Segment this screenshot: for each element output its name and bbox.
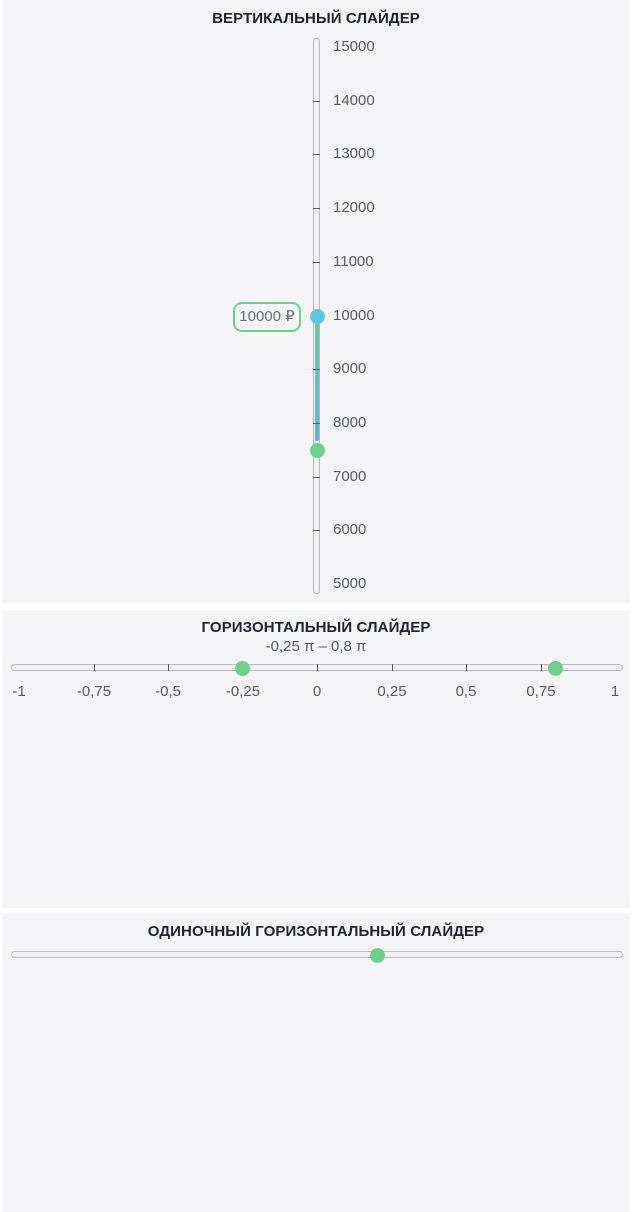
vertical-slider-value-tooltip: 10000 ₽ xyxy=(233,302,301,332)
horizontal-slider-tick-label: -1 xyxy=(12,683,26,700)
vertical-slider-tick-label: 15000 xyxy=(333,38,375,55)
horizontal-slider-tick-label: 0,5 xyxy=(455,683,477,700)
single-slider-title: ОДИНОЧНЫЙ ГОРИЗОНТАЛЬНЫЙ СЛАЙДЕР xyxy=(147,923,485,940)
horizontal-slider-tick-label: 1 xyxy=(610,683,620,700)
horizontal-slider-lower-handle[interactable] xyxy=(235,661,250,676)
horizontal-slider-tick xyxy=(94,664,95,671)
horizontal-slider-tick xyxy=(392,664,393,671)
horizontal-slider-tick-label: 0 xyxy=(312,683,322,700)
horizontal-slider-tick-label: 0,75 xyxy=(526,683,556,700)
horizontal-slider-tick-label: -0,25 xyxy=(225,683,261,700)
horizontal-slider-tick-label: -0,5 xyxy=(155,683,181,700)
horizontal-slider-tick-label: -0,75 xyxy=(76,683,112,700)
horizontal-slider-tick-label: 0,25 xyxy=(377,683,407,700)
vertical-slider-tick-label: 10000 xyxy=(333,307,375,324)
horizontal-slider-title: ГОРИЗОНТАЛЬНЫЙ СЛАЙДЕР xyxy=(201,619,431,636)
horizontal-slider-panel: ГОРИЗОНТАЛЬНЫЙ СЛАЙДЕР -0,25 π – 0,8 π -… xyxy=(2,610,630,908)
vertical-slider-tick-label: 7000 xyxy=(333,468,367,485)
vertical-slider-title: ВЕРТИКАЛЬНЫЙ СЛАЙДЕР xyxy=(212,10,420,27)
vertical-slider-tick-label: 5000 xyxy=(333,575,367,592)
vertical-slider-panel: ВЕРТИКАЛЬНЫЙ СЛАЙДЕР 15000 14000 13000 1200… xyxy=(2,0,630,603)
horizontal-slider-upper-handle[interactable] xyxy=(548,661,563,676)
vertical-slider-tick xyxy=(313,154,320,155)
vertical-slider-tick xyxy=(313,477,320,478)
horizontal-slider-tick xyxy=(168,664,169,671)
vertical-slider-tick xyxy=(313,262,320,263)
vertical-slider-upper-handle[interactable] xyxy=(310,309,325,324)
horizontal-slider-tick xyxy=(317,664,318,671)
single-slider-track[interactable] xyxy=(11,951,623,958)
vertical-slider-lower-handle[interactable] xyxy=(310,443,325,458)
vertical-slider-tick-label: 9000 xyxy=(333,360,367,377)
vertical-range-slider[interactable]: 15000 14000 13000 12000 11000 10000 9000 8000 70… xyxy=(2,0,630,603)
vertical-slider-tick xyxy=(313,101,320,102)
vertical-slider-tick-label: 14000 xyxy=(333,92,375,109)
vertical-slider-tick-label: 6000 xyxy=(333,521,367,538)
vertical-slider-tick-label: 8000 xyxy=(333,414,367,431)
vertical-slider-tick-label: 11000 xyxy=(333,253,374,270)
horizontal-slider-tick xyxy=(541,664,542,671)
vertical-slider-tick xyxy=(313,369,320,370)
single-slider-handle[interactable] xyxy=(370,948,385,963)
vertical-slider-tick-label: 13000 xyxy=(333,145,375,162)
single-slider-panel: ОДИНОЧНЫЙ ГОРИЗОНТАЛЬНЫЙ СЛАЙДЕР xyxy=(2,913,630,1212)
vertical-slider-tick xyxy=(313,208,320,209)
vertical-slider-tick xyxy=(313,530,320,531)
vertical-slider-tick xyxy=(313,423,320,424)
horizontal-slider-range-text: -0,25 π – 0,8 π xyxy=(265,638,367,655)
vertical-slider-tick-label: 12000 xyxy=(333,199,375,216)
vertical-slider-selected-range xyxy=(315,317,319,441)
horizontal-slider-tick xyxy=(466,664,467,671)
